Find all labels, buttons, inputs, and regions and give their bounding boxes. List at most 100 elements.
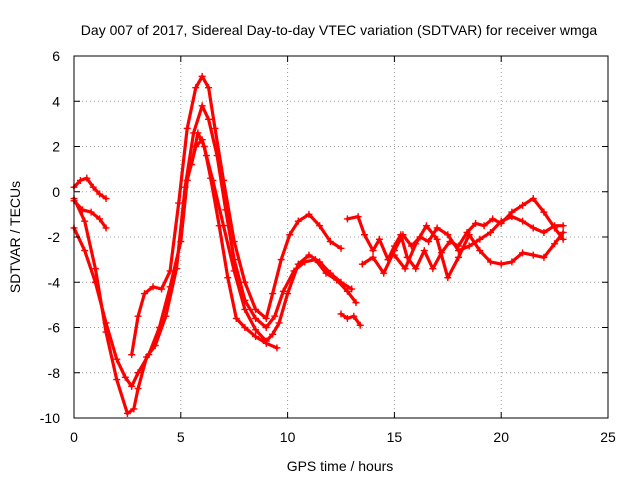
axis-ticks: 0 5 10 15 20 25 -10 -8 -6 -4 -2 0 2 4 6	[40, 48, 616, 445]
data-point	[181, 183, 189, 191]
data-point	[311, 256, 319, 264]
data-point	[326, 238, 334, 246]
data-point	[232, 314, 240, 322]
data-point	[91, 265, 99, 273]
data-point	[241, 324, 249, 331]
data-point	[205, 115, 213, 123]
data-point	[89, 183, 97, 191]
data-point	[519, 217, 527, 225]
data-point	[508, 258, 516, 266]
data-point	[333, 276, 341, 284]
data-point	[444, 274, 452, 282]
data-point	[215, 222, 223, 230]
data-point	[380, 269, 388, 277]
data-point	[375, 235, 383, 243]
data-point	[294, 217, 302, 225]
data-point	[279, 287, 287, 295]
data-point	[220, 176, 228, 184]
data-point	[134, 369, 142, 377]
data-point	[87, 208, 95, 216]
data-point	[540, 253, 548, 261]
data-point	[337, 310, 345, 318]
series-sat-d	[70, 102, 360, 417]
data-point	[198, 72, 206, 80]
series-trace	[345, 196, 565, 271]
data-point	[412, 265, 420, 273]
series-trace	[72, 176, 108, 201]
y-tick-label: -6	[48, 320, 61, 336]
data-point	[286, 231, 294, 239]
data-point	[433, 224, 441, 232]
data-point	[429, 265, 437, 273]
data-point	[343, 287, 351, 295]
y-tick-label: -2	[48, 229, 61, 245]
data-point	[123, 409, 131, 417]
data-point	[444, 231, 452, 239]
chart-title: Day 007 of 2017, Sidereal Day-to-day VTE…	[81, 22, 598, 38]
data-point	[262, 339, 270, 347]
data-point	[269, 330, 277, 338]
data-point	[241, 305, 249, 313]
data-point	[130, 405, 138, 413]
data-point	[529, 251, 537, 259]
data-point	[508, 213, 516, 221]
data-point	[143, 353, 151, 361]
data-points	[70, 72, 567, 417]
data-point	[273, 344, 281, 352]
data-point	[275, 319, 283, 327]
data-point	[422, 222, 430, 230]
data-point	[322, 269, 330, 277]
series-trace	[339, 312, 362, 327]
data-point	[252, 314, 260, 322]
data-point	[290, 267, 298, 275]
y-tick-label: -4	[48, 274, 61, 290]
x-tick-label: 10	[280, 429, 296, 445]
data-point	[519, 249, 527, 257]
x-axis-label: GPS time / hours	[287, 458, 394, 474]
data-point	[529, 224, 537, 232]
data-point	[241, 278, 249, 286]
data-point	[420, 247, 428, 255]
y-tick-label: 2	[52, 139, 60, 155]
data-point	[175, 199, 183, 207]
y-tick-label: 4	[52, 93, 60, 109]
data-point	[472, 219, 480, 227]
data-point	[425, 238, 433, 246]
data-point	[305, 251, 313, 259]
data-point	[211, 124, 219, 132]
data-point	[252, 305, 260, 313]
data-point	[277, 256, 285, 264]
y-tick-label: -8	[48, 365, 61, 381]
data-point	[305, 210, 313, 218]
data-point	[149, 283, 157, 291]
data-point	[487, 258, 495, 266]
data-point	[559, 228, 567, 236]
data-point	[113, 376, 121, 384]
data-point	[96, 190, 104, 198]
data-point	[173, 265, 181, 273]
data-point	[540, 208, 548, 216]
data-point	[252, 326, 260, 334]
data-point	[369, 247, 377, 255]
data-point	[183, 124, 191, 132]
series-sat-f	[187, 129, 281, 352]
data-point	[284, 290, 292, 298]
data-point	[476, 235, 484, 243]
data-point	[433, 235, 441, 243]
data-point	[140, 290, 148, 298]
x-tick-label: 20	[493, 429, 509, 445]
data-point	[252, 333, 260, 341]
data-point	[76, 176, 84, 184]
data-point	[540, 228, 548, 236]
data-point	[360, 231, 368, 239]
data-point	[559, 235, 567, 243]
data-point	[358, 260, 366, 268]
data-point	[230, 238, 238, 246]
data-point	[241, 296, 249, 304]
series-sat-j	[337, 310, 364, 329]
data-point	[81, 217, 89, 225]
data-point	[529, 195, 537, 203]
data-point	[102, 195, 110, 203]
